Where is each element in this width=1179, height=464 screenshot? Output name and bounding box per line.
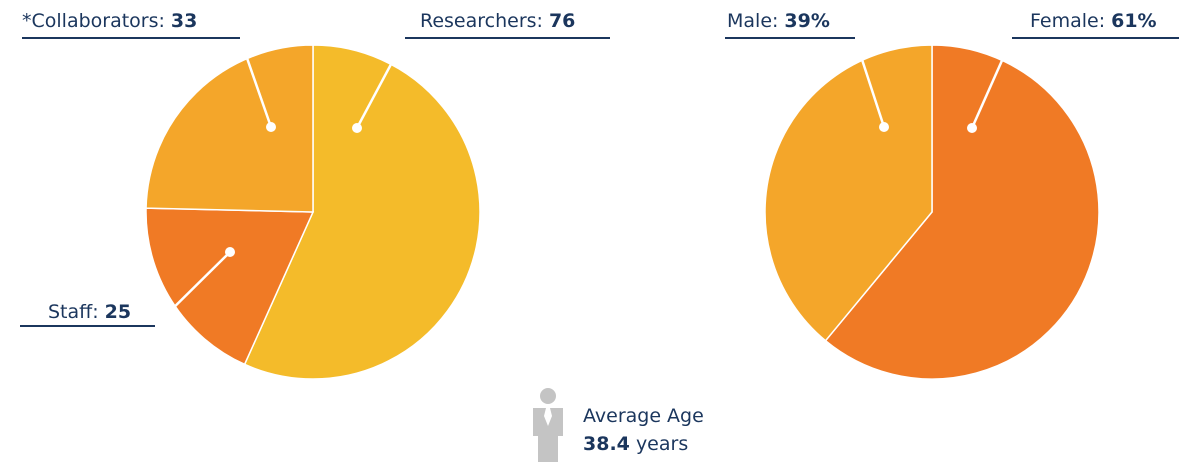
leader-line — [154, 251, 231, 327]
slice-label: Researchers: 76 — [420, 10, 575, 32]
slice-name: Researchers: — [420, 10, 543, 32]
leader-dot — [266, 122, 276, 132]
age-value-line: 38.4 years — [583, 430, 704, 458]
slice-value: 76 — [549, 10, 575, 32]
slice-name: Staff: — [48, 301, 99, 323]
leader-line — [970, 37, 1014, 129]
slice-name: Female: — [1030, 10, 1105, 32]
age-value: 38.4 — [583, 433, 630, 455]
slice-name: *Collaborators: — [22, 10, 165, 32]
slice-label: Staff: 25 — [48, 301, 131, 323]
slice-value: 25 — [105, 301, 131, 323]
leader-line — [238, 37, 273, 128]
slice-label: Female: 61% — [1030, 10, 1157, 32]
age-unit: years — [635, 433, 689, 455]
pie-slice — [764, 44, 933, 342]
slice-label: Male: 39% — [727, 10, 830, 32]
slice-label: *Collaborators: 33 — [22, 10, 197, 32]
slice-value: 33 — [171, 10, 197, 32]
slice-name: Male: — [727, 10, 778, 32]
leader-dot — [225, 247, 235, 257]
leader-dot — [879, 122, 889, 132]
slice-value: 61% — [1111, 10, 1156, 32]
pie-slice — [145, 44, 314, 213]
leader-line — [355, 37, 407, 129]
average-age: Average Age 38.4 years — [583, 402, 704, 458]
person-icon — [533, 388, 563, 462]
pie-slice — [145, 207, 315, 366]
slice-value: 39% — [784, 10, 829, 32]
pie-slice — [243, 44, 481, 380]
leader-line — [853, 37, 886, 128]
pie-slice — [824, 44, 1100, 380]
leader-dot — [352, 123, 362, 133]
age-label: Average Age — [583, 405, 704, 427]
leader-dot — [967, 123, 977, 133]
